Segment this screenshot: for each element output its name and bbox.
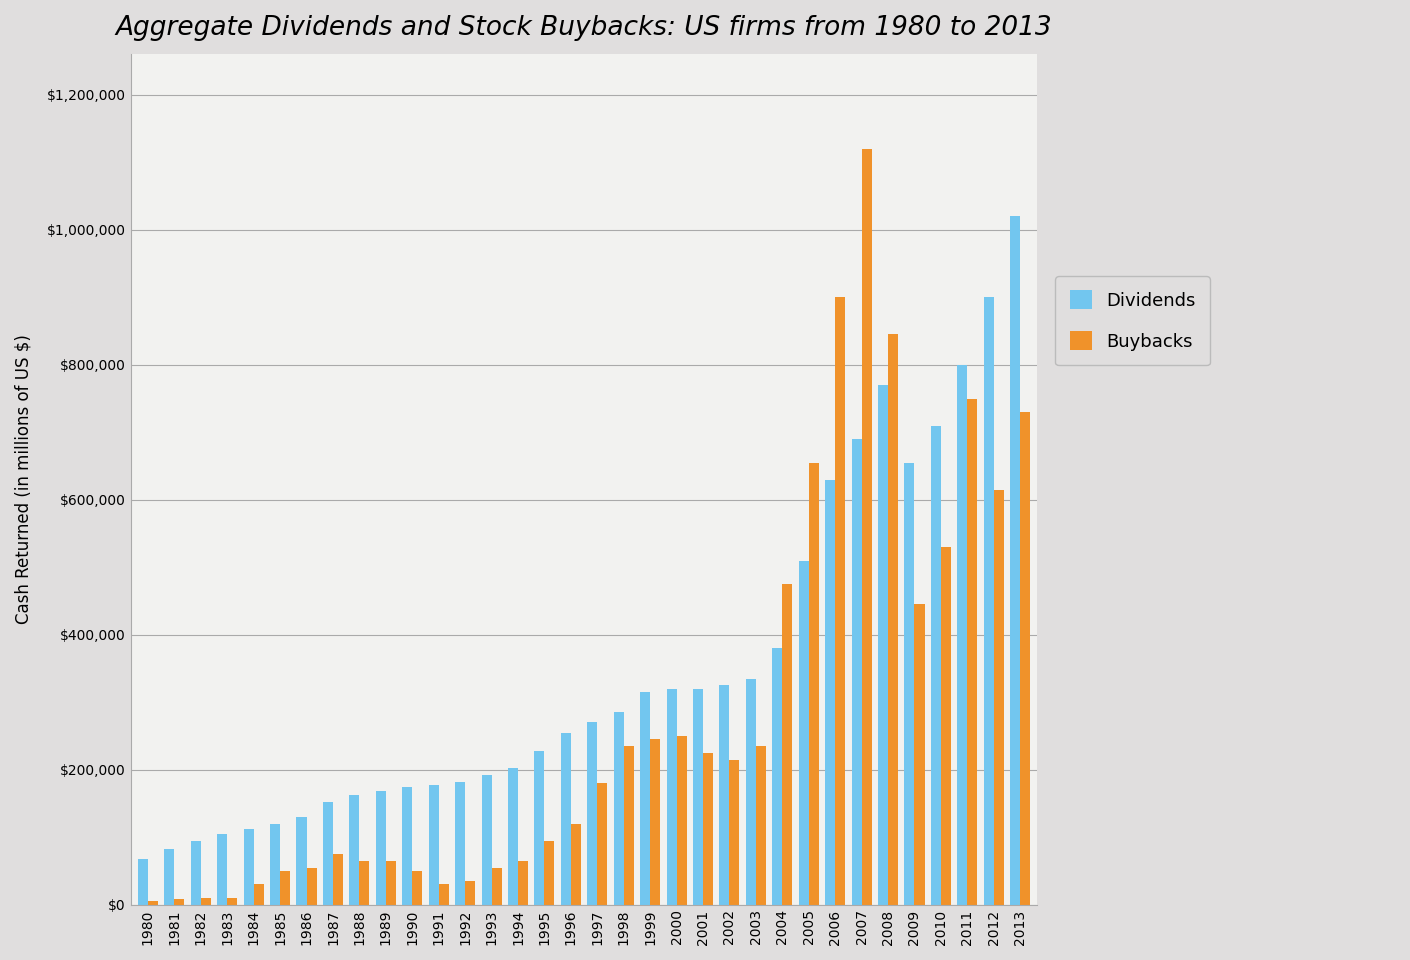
Bar	[994, 490, 1004, 904]
Bar	[439, 884, 448, 904]
Bar	[481, 775, 492, 904]
Bar	[402, 786, 412, 904]
Bar	[640, 692, 650, 904]
Bar	[175, 900, 185, 904]
Bar	[571, 824, 581, 904]
Bar	[296, 817, 306, 904]
Bar	[798, 561, 809, 904]
Bar	[650, 739, 660, 904]
Bar	[455, 781, 465, 904]
Bar	[704, 753, 713, 904]
Bar	[376, 791, 386, 904]
Bar	[773, 648, 783, 904]
Bar	[587, 723, 598, 904]
Bar	[148, 901, 158, 904]
Bar	[544, 841, 554, 904]
Bar	[940, 547, 950, 904]
Bar	[862, 149, 871, 904]
Bar	[888, 334, 898, 904]
Bar	[465, 881, 475, 904]
Bar	[306, 868, 317, 904]
Title: Aggregate Dividends and Stock Buybacks: US firms from 1980 to 2013: Aggregate Dividends and Stock Buybacks: …	[116, 15, 1052, 41]
Bar	[492, 868, 502, 904]
Bar	[931, 425, 940, 904]
Bar	[677, 736, 687, 904]
Bar	[967, 398, 977, 904]
Bar	[667, 688, 677, 904]
Bar	[598, 783, 608, 904]
Bar	[386, 861, 396, 904]
Bar	[613, 712, 623, 904]
Bar	[984, 298, 994, 904]
Bar	[1010, 216, 1021, 904]
Bar	[271, 824, 281, 904]
Bar	[190, 841, 200, 904]
Bar	[957, 365, 967, 904]
Bar	[429, 784, 439, 904]
Bar	[508, 768, 517, 904]
Bar	[165, 850, 175, 904]
Y-axis label: Cash Returned (in millions of US $): Cash Returned (in millions of US $)	[16, 335, 32, 624]
Bar	[825, 480, 835, 904]
Bar	[412, 871, 423, 904]
Bar	[200, 898, 211, 904]
Bar	[254, 884, 264, 904]
Bar	[333, 854, 343, 904]
Bar	[878, 385, 888, 904]
Bar	[227, 898, 237, 904]
Bar	[746, 679, 756, 904]
Bar	[323, 802, 333, 904]
Bar	[756, 746, 766, 904]
Bar	[1021, 412, 1031, 904]
Bar	[915, 605, 925, 904]
Bar	[904, 463, 915, 904]
Bar	[138, 859, 148, 904]
Legend: Dividends, Buybacks: Dividends, Buybacks	[1056, 276, 1210, 365]
Bar	[835, 298, 845, 904]
Bar	[244, 829, 254, 904]
Bar	[360, 861, 369, 904]
Bar	[809, 463, 819, 904]
Bar	[350, 795, 360, 904]
Bar	[783, 584, 792, 904]
Bar	[217, 834, 227, 904]
Bar	[561, 732, 571, 904]
Bar	[692, 688, 704, 904]
Bar	[281, 871, 290, 904]
Bar	[852, 439, 862, 904]
Bar	[729, 759, 739, 904]
Bar	[517, 861, 527, 904]
Bar	[623, 746, 633, 904]
Bar	[534, 751, 544, 904]
Bar	[719, 685, 729, 904]
